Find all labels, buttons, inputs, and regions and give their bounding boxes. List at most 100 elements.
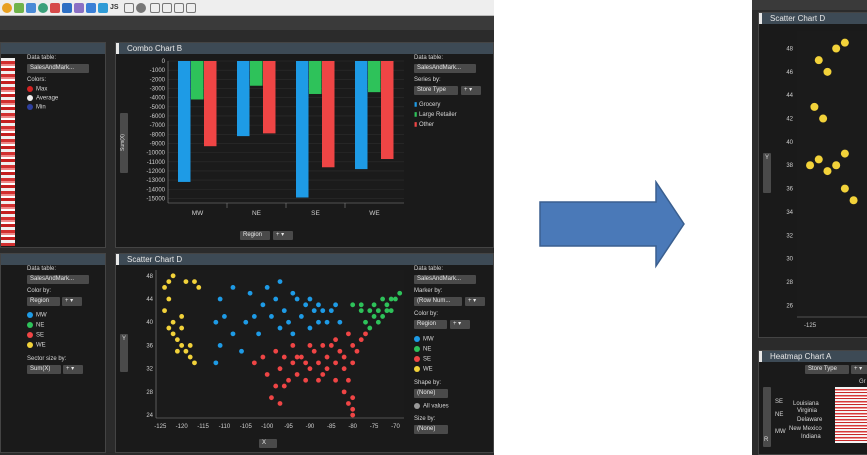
point-we: [166, 296, 172, 302]
series-add-button[interactable]: + ▾: [461, 86, 481, 95]
bar-mw-large-retailer: [191, 61, 204, 100]
point-we: [814, 56, 823, 65]
scatter-icon[interactable]: [14, 3, 24, 13]
point-se: [350, 395, 356, 401]
point-we: [840, 38, 849, 47]
data-table-dropdown[interactable]: SalesAndMark...: [27, 64, 89, 73]
table-icon[interactable]: [50, 3, 60, 13]
y-tick-label: -10000: [146, 151, 165, 157]
line-chart-icon[interactable]: [98, 3, 108, 13]
point-se: [324, 354, 330, 360]
js-icon[interactable]: JS: [110, 3, 120, 13]
bar-chart-icon[interactable]: [86, 3, 96, 13]
point-mw: [328, 308, 334, 314]
legend-item-we: WE: [27, 342, 46, 349]
data-table-dropdown[interactable]: SalesAndMark...: [414, 275, 476, 284]
series-by-dropdown[interactable]: Store Type: [414, 86, 458, 95]
globe-icon[interactable]: [38, 3, 48, 13]
x-tick-label: -125: [154, 424, 167, 430]
data-table-dropdown[interactable]: SalesAndMark...: [27, 275, 89, 284]
color-by-dropdown[interactable]: Region: [27, 297, 60, 306]
x-tick-label: -90: [306, 424, 315, 430]
point-se: [303, 377, 309, 383]
text-area-icon[interactable]: [124, 3, 134, 13]
pie-chart-icon[interactable]: [2, 3, 12, 13]
row-axis-selector[interactable]: R: [763, 387, 771, 447]
point-mw: [333, 302, 338, 308]
right-scatter-panel: Scatter Chart D Y 26 28 30 32 34 36 38 40 42 44 46…: [758, 12, 867, 338]
bar-ne-large-retailer: [250, 61, 263, 86]
point-se: [341, 366, 347, 372]
heatmap-icon[interactable]: [62, 3, 72, 13]
y-tick-label: -4000: [150, 96, 166, 102]
point-mw: [277, 325, 283, 331]
point-se: [328, 343, 334, 348]
layout-4-icon[interactable]: [186, 3, 196, 13]
data-table-label: Data table:: [414, 55, 444, 61]
point-se: [311, 348, 317, 354]
point-ne: [393, 296, 398, 302]
x-tick-label: -125: [804, 323, 817, 329]
graph-icon[interactable]: [26, 3, 36, 13]
data-table-dropdown[interactable]: SalesAndMark...: [414, 64, 476, 73]
heatmap-panel-partial: Data table: SalesAndMark... Colors: Max …: [0, 42, 106, 248]
point-we: [166, 325, 172, 331]
point-mw: [222, 314, 227, 319]
add-axis-button[interactable]: + ▾: [273, 231, 293, 240]
layout-1-icon[interactable]: [150, 3, 160, 13]
settings-icon[interactable]: [136, 3, 146, 13]
plot-area: [797, 31, 867, 317]
point-se: [337, 348, 343, 354]
size-by-dropdown[interactable]: (None): [414, 425, 448, 434]
point-ne: [375, 319, 381, 325]
point-we: [819, 114, 828, 123]
point-we: [183, 279, 189, 285]
point-ne: [363, 319, 368, 325]
point-se: [350, 360, 356, 366]
store-type-dropdown[interactable]: Store Type: [805, 365, 849, 374]
heatmap-panel: Heatmap Chart A Store Type + ▾ Gr R SE N…: [758, 350, 867, 455]
sector-add-button[interactable]: + ▾: [63, 365, 83, 374]
point-ne: [384, 302, 390, 308]
page-tab-bar: [0, 16, 494, 30]
map-icon[interactable]: [74, 3, 84, 13]
x-axis-dropdown[interactable]: X: [259, 439, 277, 448]
panel-title-bar: [1, 254, 105, 265]
point-se: [333, 377, 338, 383]
y-tick-label: -7000: [150, 123, 166, 129]
point-se: [260, 354, 266, 360]
store-type-add-button[interactable]: + ▾: [851, 365, 867, 374]
bar-se-other: [322, 61, 335, 168]
point-se: [320, 372, 326, 377]
y-axis-selector[interactable]: Y: [763, 153, 771, 193]
marker-add-button[interactable]: + ▾: [465, 297, 485, 306]
y-tick-label: 42: [786, 117, 793, 123]
y-tick-label: -12000: [146, 169, 165, 175]
sector-size-dropdown[interactable]: Sum(X): [27, 365, 61, 374]
layout-2-icon[interactable]: [162, 3, 172, 13]
scatter-chart-title: Scatter Chart D: [116, 254, 493, 265]
y-axis-selector[interactable]: Sum(X): [120, 113, 128, 173]
point-mw: [303, 302, 309, 308]
color-by-dropdown[interactable]: Region: [414, 320, 447, 329]
color-add-button[interactable]: + ▾: [450, 320, 470, 329]
point-mw: [264, 285, 270, 290]
point-se: [354, 348, 360, 354]
y-axis-selector[interactable]: Y: [120, 334, 128, 372]
point-mw: [213, 319, 219, 325]
point-mw: [251, 314, 257, 319]
row-label-indiana: Indiana: [801, 434, 821, 440]
shape-by-dropdown[interactable]: (None): [414, 389, 448, 398]
region-axis-dropdown[interactable]: Region: [240, 231, 270, 240]
y-tick-label: 44: [786, 93, 793, 99]
point-se: [350, 343, 356, 348]
color-add-button[interactable]: + ▾: [62, 297, 82, 306]
marker-by-dropdown[interactable]: (Row Num...: [414, 297, 462, 306]
layout-3-icon[interactable]: [174, 3, 184, 13]
point-mw: [260, 302, 266, 308]
point-we: [187, 354, 193, 360]
y-tick-label: -1000: [150, 68, 166, 74]
point-we: [170, 331, 176, 337]
combo-chart-title: Combo Chart B: [116, 43, 493, 54]
point-mw: [213, 360, 219, 366]
